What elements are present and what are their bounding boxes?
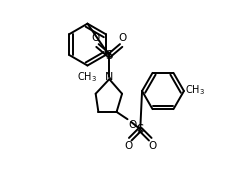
Text: S: S (137, 123, 144, 136)
Text: O: O (119, 33, 127, 43)
Text: S: S (106, 49, 113, 62)
Text: CH$_3$: CH$_3$ (185, 83, 205, 97)
Text: O: O (92, 33, 100, 43)
Text: CH$_3$: CH$_3$ (77, 70, 97, 84)
Text: N: N (105, 72, 114, 82)
Text: O: O (148, 141, 156, 151)
Text: O: O (124, 141, 133, 151)
Text: O: O (128, 120, 137, 130)
